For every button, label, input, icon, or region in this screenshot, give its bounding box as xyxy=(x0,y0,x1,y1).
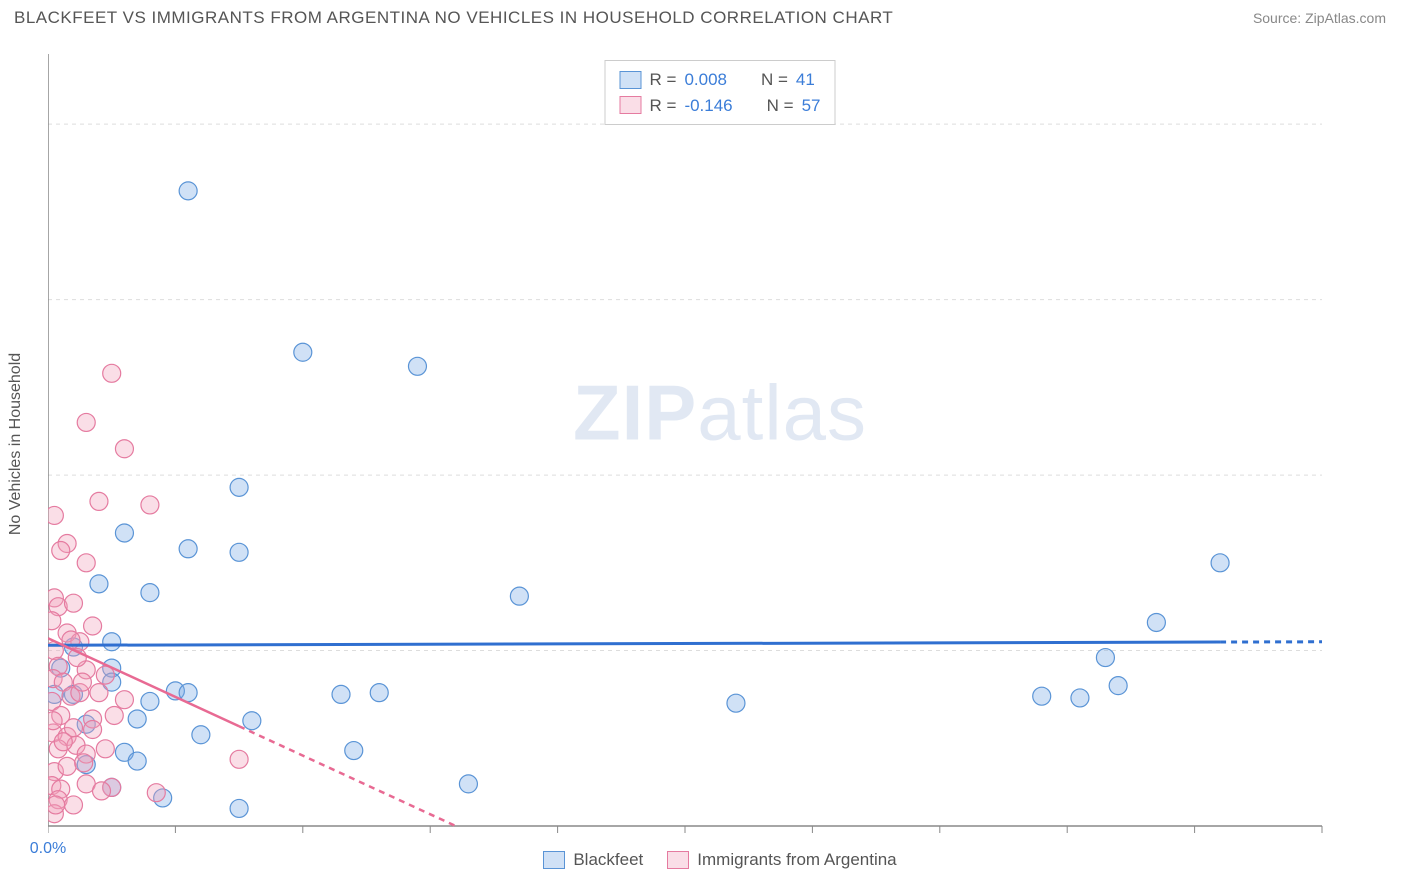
y-axis-label: No Vehicles in Household xyxy=(7,353,25,535)
correlation-legend: R =0.008N =41R =-0.146N =57 xyxy=(605,60,836,125)
chart-area: No Vehicles in Household ZIPatlas R =0.0… xyxy=(48,54,1392,834)
legend-swatch xyxy=(543,851,565,869)
scatter-plot-svg xyxy=(48,54,1392,834)
legend-n-value: 41 xyxy=(796,67,815,93)
legend-r-label: R = xyxy=(650,67,677,93)
legend-swatch xyxy=(620,96,642,114)
legend-n-label: N = xyxy=(767,93,794,119)
series-legend: Blackfeet Immigrants from Argentina xyxy=(48,850,1392,870)
legend-series-label: Blackfeet xyxy=(573,850,643,870)
legend-n-value: 57 xyxy=(802,93,821,119)
legend-swatch xyxy=(667,851,689,869)
legend-item: Immigrants from Argentina xyxy=(667,850,896,870)
legend-row: R = 0.008 N = 41 xyxy=(620,67,821,93)
legend-r-value: 0.008 xyxy=(684,67,727,93)
legend-r-label: R = xyxy=(650,93,677,119)
x-tick-0: 0.0% xyxy=(30,840,66,858)
legend-swatch xyxy=(620,71,642,89)
source-label: Source: ZipAtlas.com xyxy=(1253,10,1386,26)
chart-title: BLACKFEET VS IMMIGRANTS FROM ARGENTINA N… xyxy=(14,8,893,28)
legend-r-value: -0.146 xyxy=(684,93,732,119)
legend-n-label: N = xyxy=(761,67,788,93)
legend-item: Blackfeet xyxy=(543,850,643,870)
legend-series-label: Immigrants from Argentina xyxy=(697,850,896,870)
legend-row: R = -0.146 N = 57 xyxy=(620,93,821,119)
